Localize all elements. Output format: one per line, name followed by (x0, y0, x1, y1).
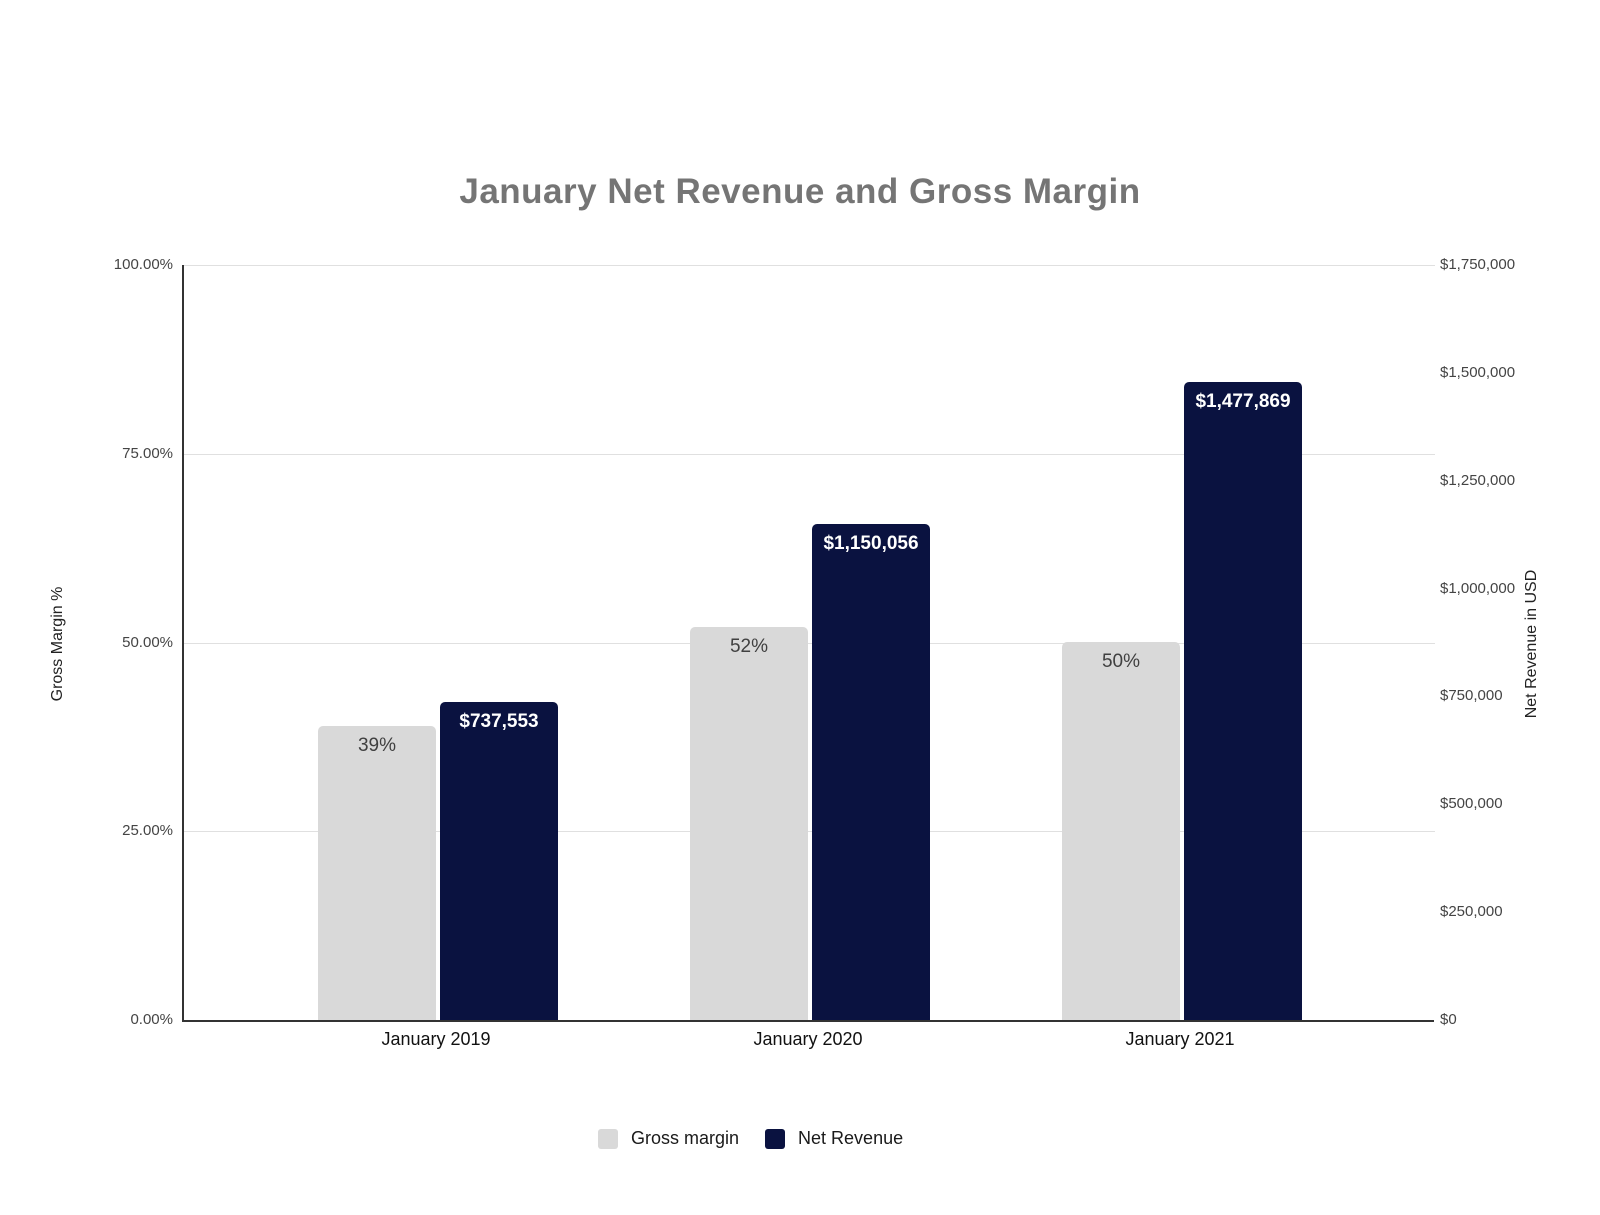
net-revenue-bar-january-2019: $737,553 (440, 702, 558, 1020)
right-axis-tick-label: $1,750,000 (1440, 256, 1516, 273)
gross-margin-bar-january-2019: 39% (318, 726, 436, 1020)
right-axis-tick-label: $1,000,000 (1440, 580, 1516, 597)
legend-item-gross-margin: Gross margin (598, 1128, 739, 1149)
left-axis-tick-label: 25.00% (122, 822, 173, 839)
left-axis-tick-label: 50.00% (122, 634, 173, 651)
x-axis-label-january-2019: January 2019 (381, 1029, 491, 1049)
right-axis-tick-label: $0 (1440, 1011, 1457, 1028)
legend-item-net-revenue: Net Revenue (765, 1128, 903, 1149)
left-axis-tick-label: 75.00% (122, 445, 173, 462)
net-revenue-bar-january-2021: $1,477,869 (1184, 382, 1302, 1020)
x-axis-label-january-2020: January 2020 (753, 1029, 863, 1049)
gridline (184, 831, 1435, 832)
x-axis-label-january-2021: January 2021 (1125, 1029, 1235, 1049)
right-axis-tick-label: $750,000 (1440, 687, 1503, 704)
right-axis-tick-label: $1,250,000 (1440, 472, 1516, 489)
net-revenue-value-label: $737,553 (459, 711, 539, 732)
legend: Gross margin Net Revenue (598, 1128, 903, 1149)
gridline (184, 454, 1435, 455)
net-revenue-swatch-icon (765, 1128, 786, 1149)
gridline (184, 265, 1435, 266)
gross-margin-bar-january-2021: 50% (1062, 642, 1180, 1020)
gross-margin-value-label: 39% (357, 735, 397, 756)
legend-label: Gross margin (631, 1128, 740, 1148)
left-axis-tick-label: 0.00% (130, 1011, 173, 1028)
gross-margin-bar-january-2020: 52% (690, 627, 808, 1020)
gridline (184, 643, 1435, 644)
gross-margin-swatch-icon (598, 1128, 618, 1149)
chart-title: January Net Revenue and Gross Margin (459, 172, 1141, 211)
right-axis-tick-label: $500,000 (1440, 795, 1503, 812)
right-axis-tick-label: $250,000 (1440, 903, 1503, 920)
net-revenue-bar-january-2020: $1,150,056 (812, 524, 930, 1020)
net-revenue-value-label: $1,150,056 (823, 533, 919, 554)
gross-margin-value-label: 52% (729, 636, 769, 657)
left-axis-tick-label: 100.00% (113, 256, 173, 273)
plot-area: 39% $737,553 52% $1,150,056 50% $1,477,869 (182, 265, 1435, 1022)
gross-margin-value-label: 50% (1101, 651, 1141, 672)
right-axis-tick-label: $1,500,000 (1440, 364, 1516, 381)
legend-label: Net Revenue (798, 1128, 904, 1148)
net-revenue-value-label: $1,477,869 (1195, 391, 1291, 412)
right-axis-title: Net Revenue in USD (1523, 569, 1540, 719)
